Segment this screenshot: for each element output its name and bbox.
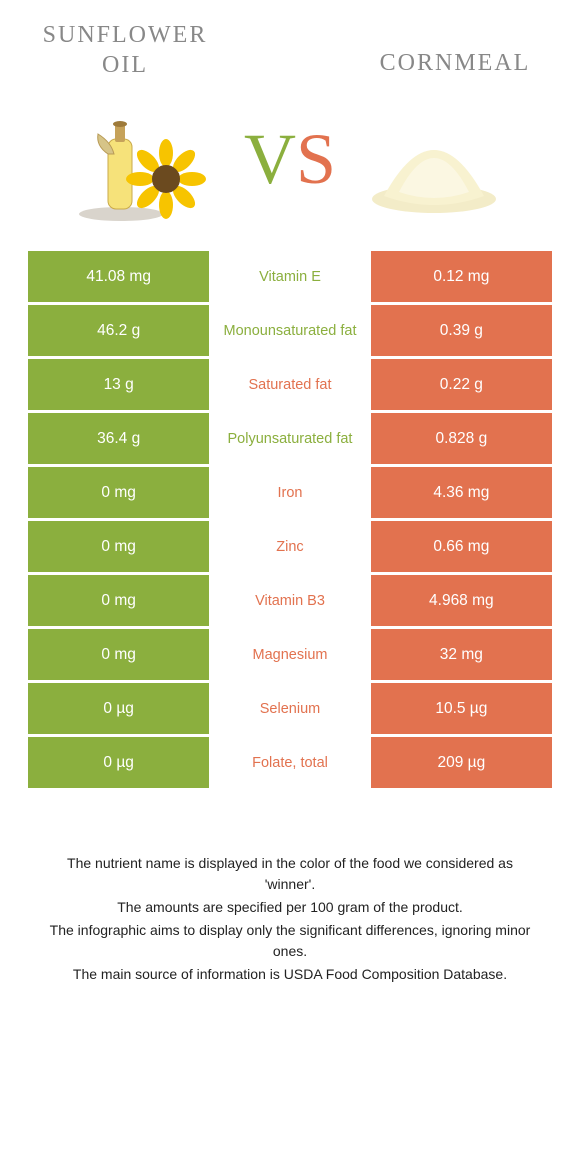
nutrient-name: Polyunsaturated fat	[212, 413, 367, 464]
note-line: The infographic aims to display only the…	[43, 920, 537, 962]
infographic-container: Sunflower oil Cornmeal	[0, 0, 580, 1009]
nutrient-name: Vitamin B3	[212, 575, 367, 626]
table-row: 41.08 mgVitamin E0.12 mg	[28, 251, 552, 302]
table-row: 0 mgMagnesium32 mg	[28, 629, 552, 680]
right-value: 0.828 g	[371, 413, 552, 464]
left-value: 0 µg	[28, 683, 209, 734]
table-row: 0 µgFolate, total209 µg	[28, 737, 552, 788]
left-value: 0 mg	[28, 521, 209, 572]
food-title-right: Cornmeal	[355, 50, 555, 77]
right-value: 0.66 mg	[371, 521, 552, 572]
left-value: 46.2 g	[28, 305, 209, 356]
vs-label: VS	[244, 118, 336, 201]
nutrient-name: Magnesium	[212, 629, 367, 680]
comparison-table: 41.08 mgVitamin E0.12 mg46.2 gMonounsatu…	[25, 248, 555, 791]
left-value: 41.08 mg	[28, 251, 209, 302]
vs-v: V	[244, 119, 296, 199]
left-value: 0 mg	[28, 629, 209, 680]
table-row: 46.2 gMonounsaturated fat0.39 g	[28, 305, 552, 356]
nutrient-name: Selenium	[212, 683, 367, 734]
cornmeal-icon	[354, 94, 514, 224]
table-row: 0 µgSelenium10.5 µg	[28, 683, 552, 734]
table-row: 0 mgIron4.36 mg	[28, 467, 552, 518]
note-line: The main source of information is USDA F…	[43, 964, 537, 985]
right-value: 10.5 µg	[371, 683, 552, 734]
note-line: The nutrient name is displayed in the co…	[43, 853, 537, 895]
note-line: The amounts are specified per 100 gram o…	[43, 897, 537, 918]
nutrient-name: Vitamin E	[212, 251, 367, 302]
table-row: 13 gSaturated fat0.22 g	[28, 359, 552, 410]
nutrient-name: Monounsaturated fat	[212, 305, 367, 356]
left-value: 0 mg	[28, 467, 209, 518]
table-row: 0 mgZinc0.66 mg	[28, 521, 552, 572]
table-row: 0 mgVitamin B34.968 mg	[28, 575, 552, 626]
notes: The nutrient name is displayed in the co…	[25, 853, 555, 1009]
right-value: 4.968 mg	[371, 575, 552, 626]
hero-row: VS	[25, 94, 555, 224]
nutrient-name: Folate, total	[212, 737, 367, 788]
left-value: 0 mg	[28, 575, 209, 626]
table-row: 36.4 gPolyunsaturated fat0.828 g	[28, 413, 552, 464]
right-value: 32 mg	[371, 629, 552, 680]
nutrient-name: Zinc	[212, 521, 367, 572]
nutrient-name: Saturated fat	[212, 359, 367, 410]
right-value: 4.36 mg	[371, 467, 552, 518]
sunflower-oil-icon	[66, 94, 226, 224]
left-value: 0 µg	[28, 737, 209, 788]
left-value: 13 g	[28, 359, 209, 410]
header: Sunflower oil Cornmeal	[25, 20, 555, 80]
left-value: 36.4 g	[28, 413, 209, 464]
right-value: 209 µg	[371, 737, 552, 788]
vs-s: S	[296, 119, 336, 199]
nutrient-name: Iron	[212, 467, 367, 518]
right-value: 0.22 g	[371, 359, 552, 410]
right-value: 0.39 g	[371, 305, 552, 356]
right-value: 0.12 mg	[371, 251, 552, 302]
food-title-left: Sunflower oil	[25, 20, 225, 80]
